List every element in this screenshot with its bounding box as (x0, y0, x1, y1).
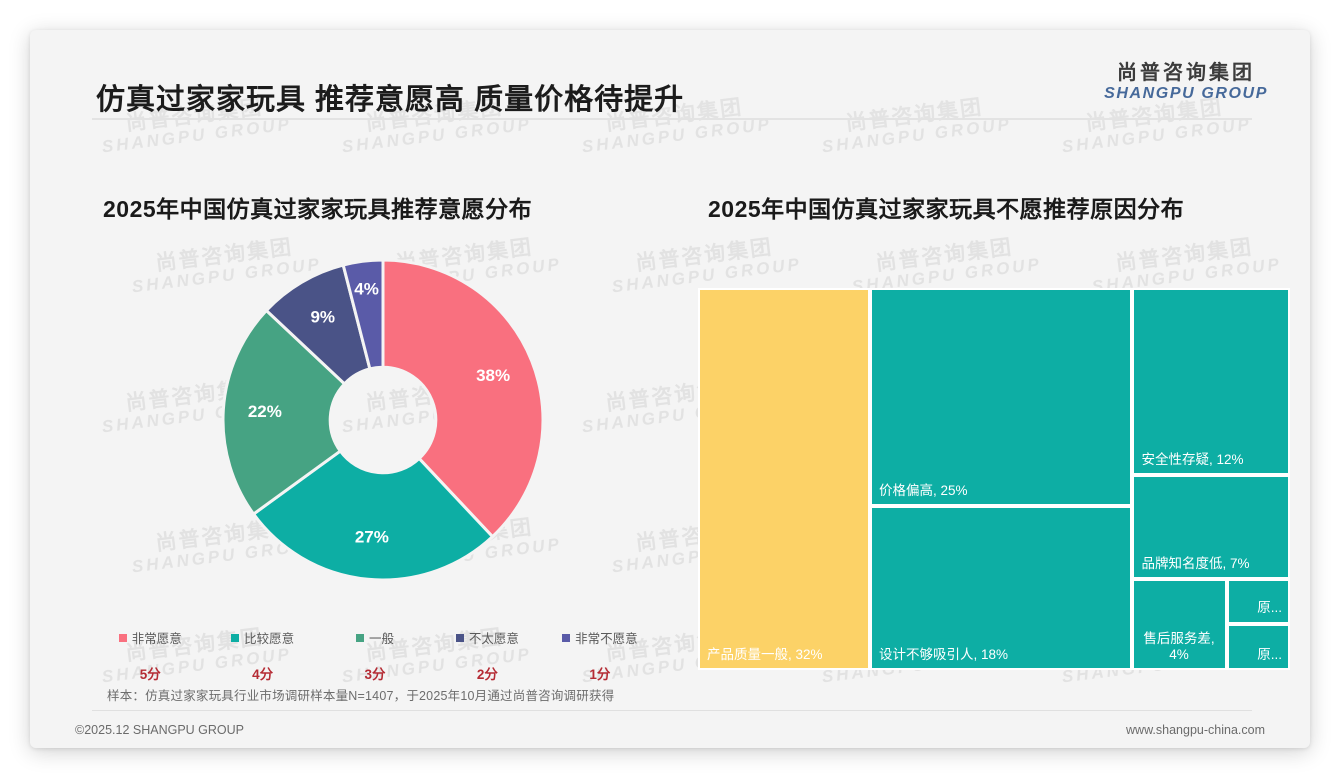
donut-slice-label: 22% (248, 402, 282, 421)
donut-slice-label: 9% (310, 308, 335, 327)
donut-slice-label: 4% (354, 279, 379, 298)
slide-header: 仿真过家家玩具 推荐意愿高 质量价格待提升 尚普咨询集团 SHANGPU GRO… (30, 30, 1310, 118)
slide-card: 尚普咨询集团 SHANGPU GROUP 尚普咨询集团 SHANGPU GROUP 尚普… (30, 30, 1310, 748)
legend-column: 比较愿意 4分 (206, 628, 318, 683)
page-title: 仿真过家家玩具 推荐意愿高 质量价格待提升 (96, 84, 685, 116)
legend-item-label: 一般 (369, 632, 395, 646)
brand-logo: 尚普咨询集团 SHANGPU GROUP (1104, 62, 1268, 103)
legend-item[interactable]: 非常愿意 (118, 628, 182, 647)
legend-column: 一般 3分 (319, 628, 431, 683)
donut-legend: 非常愿意 5分 比较愿意 4分 一般 3分 不太愿意 2分 非常不愿意 1分 (94, 628, 656, 683)
donut-svg: 38% 27% 22% 9% 4% (221, 258, 545, 582)
logo-text-en: SHANGPU GROUP (1104, 85, 1268, 102)
treemap-cell-label: 原... (1257, 646, 1282, 662)
legend-item[interactable]: 比较愿意 (231, 628, 294, 647)
treemap-cell[interactable]: 品牌知名度低, 7% (1132, 474, 1290, 579)
legend-swatch-icon (356, 633, 364, 642)
legend-item-label: 不太愿意 (468, 632, 519, 646)
legend-swatch-icon (118, 633, 127, 642)
legend-score-label: 5分 (139, 667, 161, 682)
legend-column: 不太愿意 2分 (431, 628, 543, 683)
legend-score-label: 1分 (589, 667, 611, 682)
left-chart-title: 2025年中国仿真过家家玩具推荐意愿分布 (103, 196, 533, 222)
treemap-cell[interactable]: 安全性存疑, 12% (1132, 288, 1290, 475)
donut-slice[interactable] (381, 258, 545, 539)
treemap-cell-label: 原... (1257, 600, 1282, 616)
treemap-cell[interactable]: 产品质量一般, 32% (698, 288, 870, 670)
treemap-cell[interactable]: 原... (1227, 623, 1290, 670)
slide-footer: ©2025.12 SHANGPU GROUP www.shangpu-china… (30, 714, 1310, 748)
treemap-cell-label: 价格偏高, 25% (878, 482, 968, 498)
legend-item[interactable]: 一般 (356, 628, 394, 647)
donut-slice[interactable] (341, 258, 385, 371)
header-divider (92, 118, 1252, 120)
legend-score-label: 2分 (476, 667, 498, 682)
donut-slice-label: 27% (355, 527, 389, 546)
treemap-cell-label: 售后服务差, 4% (1143, 630, 1215, 662)
legend-item[interactable]: 不太愿意 (455, 628, 519, 647)
legend-swatch-icon (231, 633, 240, 642)
donut-chart: 38% 27% 22% 9% 4% (218, 255, 548, 585)
treemap-cell[interactable]: 价格偏高, 25% (869, 288, 1133, 506)
treemap-cell-label: 产品质量一般, 32% (707, 646, 823, 662)
legend-item-label: 非常不愿意 (575, 632, 638, 646)
right-chart-title: 2025年中国仿真过家家玩具不愿推荐原因分布 (708, 196, 1185, 222)
legend-item-label: 比较愿意 (244, 632, 295, 646)
donut-slice[interactable] (251, 448, 495, 582)
logo-text-cn: 尚普咨询集团 (1117, 62, 1256, 84)
treemap-cell-label: 安全性存疑, 12% (1141, 451, 1244, 467)
treemap-cell-label: 品牌知名度低, 7% (1141, 555, 1250, 571)
legend-column: 非常不愿意 1分 (544, 628, 656, 683)
legend-swatch-icon (562, 633, 571, 642)
footer-website: www.shangpu-china.com (1126, 723, 1265, 737)
donut-slice-label: 38% (476, 366, 510, 385)
legend-swatch-icon (455, 633, 464, 642)
treemap-cell[interactable]: 售后服务差, 4% (1132, 579, 1228, 670)
legend-score-label: 4分 (252, 667, 274, 682)
donut-slice[interactable] (221, 308, 347, 517)
panel-nonrecommendation-reasons: 2025年中国仿真过家家玩具不愿推荐原因分布 产品质量一般, 32% 价格偏高, … (685, 160, 1295, 720)
treemap-cell-label: 设计不够吸引人, 18% (878, 646, 1008, 662)
legend-score-label: 3分 (364, 667, 386, 682)
legend-column: 非常愿意 5分 (94, 628, 206, 683)
treemap-cell[interactable]: 设计不够吸引人, 18% (869, 506, 1133, 670)
legend-item[interactable]: 非常不愿意 (562, 628, 638, 647)
footer-divider (92, 710, 1252, 711)
legend-item-label: 非常愿意 (131, 632, 182, 646)
treemap-chart: 产品质量一般, 32% 价格偏高, 25% 设计不够吸引人, 18% 安全性存疑, 1… (698, 288, 1290, 670)
treemap-cell[interactable]: 原... (1227, 579, 1290, 624)
panel-recommendation-willingness: 2025年中国仿真过家家玩具推荐意愿分布 38% 27% 22% 9% 4% 非常愿意 5… (70, 160, 680, 720)
sample-note: 样本：仿真过家家玩具行业市场调研样本量N=1407，于2025年10月通过尚普咨… (107, 689, 615, 703)
footer-copyright: ©2025.12 SHANGPU GROUP (75, 723, 244, 737)
